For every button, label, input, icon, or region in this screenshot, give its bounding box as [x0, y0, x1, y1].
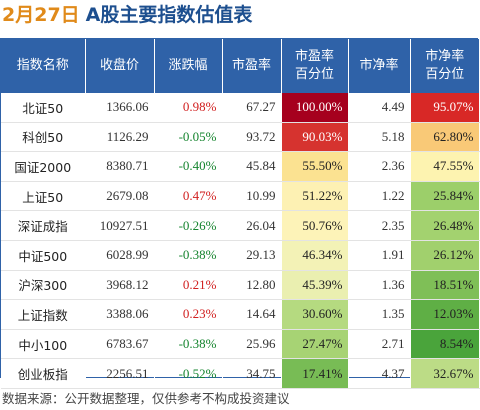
close-cell: 2256.51: [85, 358, 155, 389]
close-cell: 8380.71: [85, 151, 155, 182]
pe-cell: 67.27: [222, 93, 282, 123]
pb-cell: 2.36: [348, 151, 411, 182]
index-name-cell: 创业板指: [1, 358, 86, 389]
close-cell: 10927.51: [85, 210, 155, 241]
change-cell: 0.47%: [154, 181, 223, 212]
pb-percentile-cell: 32.67%: [410, 358, 480, 389]
table-header-row: 指数名称 收盘价 涨跌幅 市盈率 市盈率 百分位 市净率 市净率 百分位: [1, 39, 479, 93]
change-cell: -0.38%: [154, 240, 223, 271]
pe-cell: 26.04: [222, 210, 282, 241]
index-name-cell: 国证2000: [1, 151, 86, 182]
page-title: 2月27日 A股主要指数估值表: [2, 1, 252, 29]
table-row: 上证50 2679.08 0.47% 10.99 51.22% 1.22 25.84%: [1, 181, 480, 212]
pb-cell: 1.22: [348, 181, 411, 212]
index-name-cell: 上证50: [1, 181, 86, 212]
pb-cell: 5.18: [348, 122, 411, 153]
pe-cell: 14.64: [222, 299, 282, 330]
index-name-cell: 中小100: [1, 329, 86, 360]
table-row: 国证2000 8380.71 -0.40% 45.84 55.50% 2.36 47.55%: [1, 151, 480, 182]
pb-cell: 2.71: [348, 329, 411, 360]
close-cell: 1126.29: [85, 122, 155, 153]
pb-percentile-cell: 47.55%: [410, 151, 480, 182]
change-cell: -0.40%: [154, 151, 223, 182]
pe-percentile-cell: 27.47%: [281, 329, 349, 360]
column-header: 市净率 百分位: [410, 39, 479, 93]
column-header: 市盈率: [222, 39, 282, 93]
pb-percentile-cell: 18.51%: [410, 270, 480, 301]
pe-cell: 45.84: [222, 151, 282, 182]
pb-cell: 1.91: [348, 240, 411, 271]
table-row: 上证指数 3388.06 0.23% 14.64 30.60% 1.35 12.03%: [1, 299, 480, 330]
column-header: 指数名称: [1, 39, 86, 93]
close-cell: 3388.06: [85, 299, 155, 330]
table-row: 中证500 6028.99 -0.38% 29.13 46.34% 1.91 26.12%: [1, 240, 480, 271]
column-header: 市盈率 百分位: [281, 39, 349, 93]
change-cell: 0.23%: [154, 299, 223, 330]
pb-cell: 4.37: [348, 358, 411, 389]
pb-percentile-cell: 8.54%: [410, 329, 480, 360]
pb-cell: 1.36: [348, 270, 411, 301]
title-text: A股主要指数估值表: [85, 4, 253, 26]
change-cell: -0.38%: [154, 329, 223, 360]
valuation-table: 指数名称 收盘价 涨跌幅 市盈率 市盈率 百分位 市净率 市净率 百分位 北证5…: [0, 38, 480, 389]
change-cell: -0.26%: [154, 210, 223, 241]
pe-cell: 12.80: [222, 270, 282, 301]
pb-cell: 1.35: [348, 299, 411, 330]
index-name-cell: 中证500: [1, 240, 86, 271]
change-cell: 0.98%: [154, 93, 223, 123]
pe-percentile-cell: 51.22%: [281, 181, 349, 212]
table-row: 北证50 1366.06 0.98% 67.27 100.00% 4.49 95.07%: [1, 93, 480, 123]
pb-percentile-cell: 26.12%: [410, 240, 480, 271]
pe-percentile-cell: 90.03%: [281, 122, 349, 153]
table-row: 创业板指 2256.51 -0.52% 34.75 17.41% 4.37 32.67%: [1, 358, 480, 389]
index-name-cell: 北证50: [1, 93, 86, 123]
column-header: 涨跌幅: [154, 39, 223, 93]
pb-percentile-cell: 25.84%: [410, 181, 480, 212]
close-cell: 2679.08: [85, 181, 155, 212]
table-row: 中小100 6783.67 -0.38% 25.96 27.47% 2.71 8.54%: [1, 329, 480, 360]
data-source-note: 数据来源：公开数据整理，仅供参考不构成投资建议: [2, 391, 290, 406]
pe-percentile-cell: 46.34%: [281, 240, 349, 271]
column-header: 市净率: [348, 39, 411, 93]
change-cell: 0.21%: [154, 270, 223, 301]
index-name-cell: 沪深300: [1, 270, 86, 301]
change-cell: -0.52%: [154, 358, 223, 389]
pb-cell: 4.49: [348, 93, 411, 123]
table-row: 科创50 1126.29 -0.05% 93.72 90.03% 5.18 62.80%: [1, 122, 480, 153]
column-header: 收盘价: [85, 39, 155, 93]
index-name-cell: 科创50: [1, 122, 86, 153]
pb-percentile-cell: 62.80%: [410, 122, 480, 153]
pb-percentile-cell: 95.07%: [410, 93, 480, 123]
pe-percentile-cell: 50.76%: [281, 210, 349, 241]
pe-cell: 10.99: [222, 181, 282, 212]
close-cell: 1366.06: [85, 93, 155, 123]
title-date: 2月27日: [2, 4, 80, 26]
pe-cell: 29.13: [222, 240, 282, 271]
index-name-cell: 深证成指: [1, 210, 86, 241]
pe-percentile-cell: 100.00%: [281, 93, 349, 123]
pb-percentile-cell: 26.48%: [410, 210, 480, 241]
pe-percentile-cell: 17.41%: [281, 358, 349, 389]
pe-cell: 34.75: [222, 358, 282, 389]
table-row: 深证成指 10927.51 -0.26% 26.04 50.76% 2.35 26.48%: [1, 210, 480, 241]
close-cell: 6783.67: [85, 329, 155, 360]
table-row: 沪深300 3968.12 0.21% 12.80 45.39% 1.36 18.51%: [1, 270, 480, 301]
pe-cell: 25.96: [222, 329, 282, 360]
close-cell: 6028.99: [85, 240, 155, 271]
pe-percentile-cell: 30.60%: [281, 299, 349, 330]
pb-cell: 2.35: [348, 210, 411, 241]
pb-percentile-cell: 12.03%: [410, 299, 480, 330]
close-cell: 3968.12: [85, 270, 155, 301]
change-cell: -0.05%: [154, 122, 223, 153]
pe-cell: 93.72: [222, 122, 282, 153]
index-name-cell: 上证指数: [1, 299, 86, 330]
pe-percentile-cell: 45.39%: [281, 270, 349, 301]
pe-percentile-cell: 55.50%: [281, 151, 349, 182]
